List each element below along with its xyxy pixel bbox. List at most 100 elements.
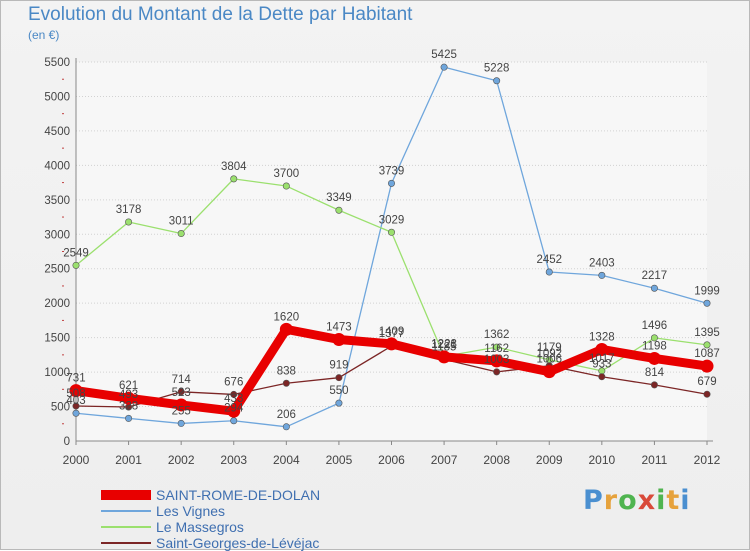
x-tick-label: 2007 [431, 453, 458, 467]
logo-letter: t [666, 485, 681, 516]
data-point [598, 271, 606, 279]
legend-swatch [101, 526, 151, 528]
data-point [72, 402, 80, 410]
x-tick-label: 2005 [326, 453, 353, 467]
data-label: 838 [277, 365, 296, 377]
data-label: 1228 [431, 338, 457, 350]
data-point [282, 182, 290, 190]
legend-swatch [101, 542, 151, 544]
data-label: 621 [119, 380, 138, 392]
data-point [493, 368, 501, 376]
logo-letter: i [656, 485, 667, 516]
data-label: 1328 [589, 331, 615, 343]
legend-label: SAINT-ROME-DE-DOLAN [156, 487, 321, 503]
y-tick-label: 2500 [44, 264, 70, 276]
data-label: 1620 [274, 311, 300, 323]
data-label: 1473 [326, 321, 352, 333]
data-label: 508 [66, 388, 85, 400]
data-label: 919 [329, 360, 348, 372]
logo-letter: o [618, 485, 638, 516]
data-point [72, 261, 80, 269]
data-label: 814 [645, 367, 665, 379]
data-label: 1162 [484, 343, 509, 355]
data-label: 2549 [63, 247, 89, 259]
data-point [490, 354, 504, 368]
data-label: 403 [66, 395, 85, 407]
data-label: 3349 [326, 192, 352, 204]
x-tick-label: 2012 [694, 453, 721, 467]
data-point [230, 175, 238, 183]
data-point [335, 399, 343, 407]
data-label: 328 [119, 400, 138, 412]
data-label: 206 [277, 409, 296, 421]
data-label: 1006 [536, 354, 562, 366]
legend-swatch [101, 510, 151, 512]
data-point [650, 284, 658, 292]
logo-letter: r [603, 485, 619, 516]
data-point [493, 343, 501, 351]
data-point [542, 365, 556, 379]
data-point [125, 414, 133, 422]
data-label: 2217 [642, 270, 668, 282]
proxiti-logo: Proxiti [583, 485, 691, 516]
y-tick-label: 5000 [44, 91, 70, 103]
y-tick-label: 500 [51, 402, 70, 414]
data-label: 1999 [694, 285, 720, 297]
data-label: 294 [224, 403, 244, 415]
data-label: 3700 [274, 168, 300, 180]
x-tick-label: 2000 [63, 453, 90, 467]
data-label: 2452 [536, 254, 562, 266]
data-label: 1221 [431, 339, 457, 351]
data-point [437, 350, 451, 364]
data-point [493, 77, 501, 85]
y-tick-label: 2000 [44, 298, 70, 310]
data-label: 5228 [484, 63, 510, 75]
logo-letter: x [637, 485, 657, 516]
legend-swatch [101, 490, 151, 500]
x-tick-label: 2001 [115, 453, 142, 467]
data-label: 676 [224, 376, 243, 388]
data-point [598, 373, 606, 381]
data-point [703, 299, 711, 307]
data-label: 679 [697, 376, 716, 388]
data-label: 3011 [169, 216, 194, 228]
data-point [282, 423, 290, 431]
y-tick-label: 0 [64, 436, 70, 448]
legend-label: Les Vignes [156, 503, 226, 519]
data-point [703, 341, 711, 349]
y-tick-label: 5500 [44, 57, 70, 69]
data-point [700, 359, 714, 373]
data-point [125, 218, 133, 226]
data-point [385, 337, 398, 351]
logo-letter: P [583, 485, 604, 516]
data-label: 1395 [694, 327, 720, 339]
data-point [440, 63, 448, 71]
data-label: 1017 [589, 353, 615, 365]
data-point [647, 351, 661, 365]
y-tick-label: 1500 [44, 333, 70, 345]
y-tick-label: 4500 [44, 126, 70, 138]
data-label: 2403 [589, 257, 615, 269]
data-label: 1362 [484, 329, 510, 341]
data-label: 550 [329, 385, 348, 397]
data-point [650, 334, 658, 342]
data-label: 714 [172, 374, 192, 386]
data-label: 1198 [642, 340, 667, 352]
data-point [122, 391, 136, 405]
data-point [335, 206, 343, 214]
x-tick-label: 2009 [536, 453, 563, 467]
data-point [230, 417, 238, 425]
data-label: 933 [592, 359, 611, 371]
logo-letter: i [680, 485, 691, 516]
data-point [650, 381, 658, 389]
data-label: 1377 [379, 328, 405, 340]
y-tick-label: 3500 [44, 195, 70, 207]
data-point [72, 409, 80, 417]
data-point [282, 379, 290, 387]
data-label: 1003 [484, 354, 510, 366]
data-point [174, 398, 188, 412]
data-label: 493 [119, 389, 138, 401]
data-point [387, 228, 395, 236]
data-label: 1179 [537, 342, 562, 354]
y-tick-label: 1000 [44, 367, 70, 379]
